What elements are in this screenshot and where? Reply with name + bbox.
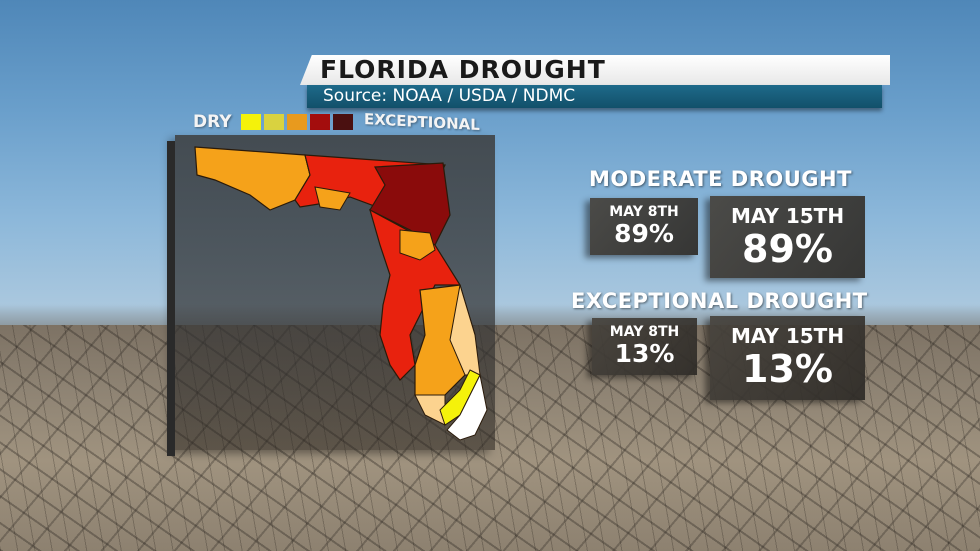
florida-drought-map bbox=[194, 146, 488, 441]
map-region-bigbend-orange bbox=[314, 186, 351, 211]
legend-high-label: EXCEPTIONAL bbox=[363, 109, 480, 135]
moderate-previous-value: 89% bbox=[614, 219, 674, 248]
legend-swatch-moderate bbox=[263, 114, 284, 130]
moderate-drought-heading: MODERATE DROUGHT bbox=[589, 167, 852, 191]
exceptional-current-value: 13% bbox=[742, 347, 833, 391]
exceptional-drought-heading: EXCEPTIONAL DROUGHT bbox=[571, 289, 868, 313]
legend-low-label: DRY bbox=[193, 112, 232, 132]
map-region-central-orange bbox=[399, 229, 436, 261]
legend-swatch-severe bbox=[286, 114, 307, 130]
exceptional-previous-date: MAY 8TH bbox=[609, 324, 680, 340]
exceptional-current-box: MAY 15TH 13% bbox=[710, 316, 865, 400]
source-bar bbox=[307, 85, 882, 108]
moderate-current-date: MAY 15TH bbox=[730, 204, 845, 228]
map-region-panhandle-west bbox=[194, 146, 311, 211]
drought-legend: DRY EXCEPTIONAL bbox=[193, 109, 480, 135]
moderate-current-box: MAY 15TH 89% bbox=[710, 196, 865, 278]
map-region-north-central bbox=[369, 162, 451, 246]
moderate-current-value: 89% bbox=[742, 227, 833, 271]
source-text: Source: NOAA / USDA / NDMC bbox=[323, 86, 576, 106]
page-title: FLORIDA DROUGHT bbox=[320, 55, 606, 84]
exceptional-current-date: MAY 15TH bbox=[730, 324, 845, 348]
exceptional-previous-value: 13% bbox=[614, 339, 675, 368]
moderate-previous-date: MAY 8TH bbox=[609, 204, 679, 220]
legend-swatch-extreme bbox=[309, 114, 330, 130]
title-bar bbox=[300, 55, 890, 85]
legend-swatch-abnormally-dry bbox=[240, 114, 261, 130]
legend-swatch-exceptional bbox=[332, 114, 353, 130]
exceptional-previous-box: MAY 8TH 13% bbox=[592, 318, 697, 375]
moderate-previous-box: MAY 8TH 89% bbox=[590, 198, 698, 255]
map-region-south-none bbox=[446, 373, 488, 441]
